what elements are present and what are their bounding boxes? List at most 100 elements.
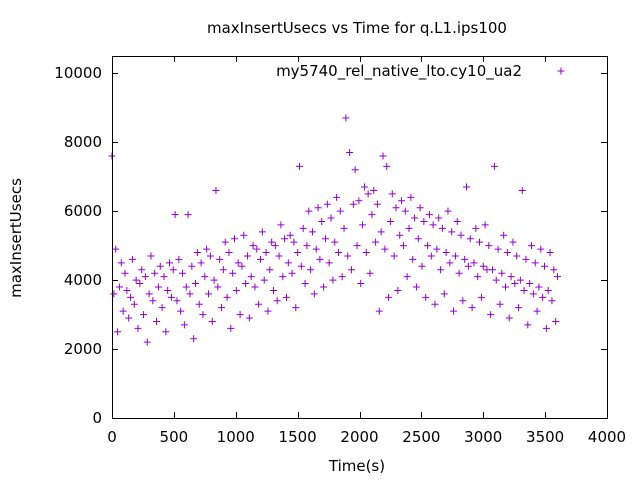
data-point xyxy=(455,269,463,277)
data-point xyxy=(145,290,153,298)
data-point xyxy=(357,280,365,288)
data-point xyxy=(227,324,235,332)
data-point xyxy=(346,149,354,157)
data-point xyxy=(212,186,220,194)
data-point xyxy=(262,249,270,257)
data-point xyxy=(446,259,454,267)
data-point xyxy=(440,290,448,298)
data-point xyxy=(323,200,331,208)
data-point xyxy=(405,224,413,232)
data-point xyxy=(529,290,537,298)
x-tick-label: 0 xyxy=(107,428,117,446)
data-point xyxy=(179,269,187,277)
data-point xyxy=(334,249,342,257)
data-point xyxy=(427,252,435,260)
x-tick-label: 1000 xyxy=(217,428,255,446)
data-point xyxy=(162,328,170,336)
data-point xyxy=(351,166,359,174)
data-point xyxy=(166,259,174,267)
data-point xyxy=(186,290,194,298)
data-point xyxy=(416,204,424,212)
data-point xyxy=(492,276,500,284)
data-point xyxy=(381,245,389,253)
data-point xyxy=(425,211,433,219)
data-point xyxy=(164,286,172,294)
data-point xyxy=(414,235,422,243)
data-point xyxy=(312,245,320,253)
data-point xyxy=(251,283,259,291)
plot-frame xyxy=(112,56,608,419)
data-point xyxy=(364,190,372,198)
data-point xyxy=(399,242,407,250)
data-point xyxy=(160,273,168,281)
data-point xyxy=(520,286,528,294)
data-point xyxy=(554,273,561,281)
data-point xyxy=(528,242,536,250)
data-point xyxy=(541,262,549,270)
data-point xyxy=(431,300,439,308)
data-point xyxy=(114,328,122,336)
data-point xyxy=(201,273,209,281)
data-point xyxy=(377,228,385,236)
data-point xyxy=(277,221,285,229)
data-point xyxy=(221,238,229,246)
data-point xyxy=(290,238,298,246)
data-point xyxy=(156,262,164,270)
data-point xyxy=(257,255,264,263)
data-point xyxy=(398,197,406,205)
data-point xyxy=(537,245,545,253)
data-point xyxy=(314,204,322,212)
data-point xyxy=(518,186,526,194)
data-point xyxy=(158,304,166,312)
data-point xyxy=(281,235,289,243)
data-point xyxy=(153,317,161,325)
data-point xyxy=(268,238,276,246)
data-point xyxy=(412,283,420,291)
data-point xyxy=(136,280,144,288)
data-point xyxy=(437,266,445,274)
legend-marker-glyph xyxy=(557,67,565,75)
data-point xyxy=(366,269,374,277)
data-point xyxy=(329,276,337,284)
data-point xyxy=(477,293,485,301)
x-tick-label: 4000 xyxy=(588,428,626,446)
data-point xyxy=(453,217,461,225)
data-point xyxy=(128,255,136,263)
data-point xyxy=(284,259,292,267)
data-point xyxy=(464,262,472,270)
data-point xyxy=(167,293,175,301)
data-point xyxy=(117,259,125,267)
data-point xyxy=(318,217,326,225)
data-point xyxy=(141,273,149,281)
data-point xyxy=(494,245,502,253)
data-point xyxy=(225,249,233,257)
data-point xyxy=(496,300,504,308)
data-point xyxy=(509,238,517,246)
data-point xyxy=(379,152,387,160)
data-point xyxy=(138,266,146,274)
data-point xyxy=(271,242,279,250)
data-point xyxy=(171,211,179,219)
series-layer xyxy=(108,114,561,346)
data-point xyxy=(411,214,419,222)
data-point xyxy=(305,207,313,215)
data-point xyxy=(216,255,224,263)
data-point xyxy=(373,200,381,208)
data-point xyxy=(121,269,129,277)
data-point xyxy=(459,297,467,305)
y-axis-ticks: 0 2000 4000 6000 8000 10000 xyxy=(54,64,607,427)
data-point xyxy=(544,286,552,294)
data-point xyxy=(360,183,368,191)
y-tick-label: 4000 xyxy=(64,271,102,289)
data-point xyxy=(407,193,415,201)
data-point xyxy=(130,300,138,308)
data-point xyxy=(424,242,432,250)
data-point xyxy=(362,249,370,257)
data-point xyxy=(147,252,155,260)
data-point xyxy=(368,211,376,219)
data-point xyxy=(513,252,521,260)
data-point xyxy=(316,255,324,263)
legend-series-label: my5740_rel_native_lto.cy10_ua2 xyxy=(276,62,522,81)
data-point xyxy=(273,297,281,305)
data-point xyxy=(450,307,458,315)
